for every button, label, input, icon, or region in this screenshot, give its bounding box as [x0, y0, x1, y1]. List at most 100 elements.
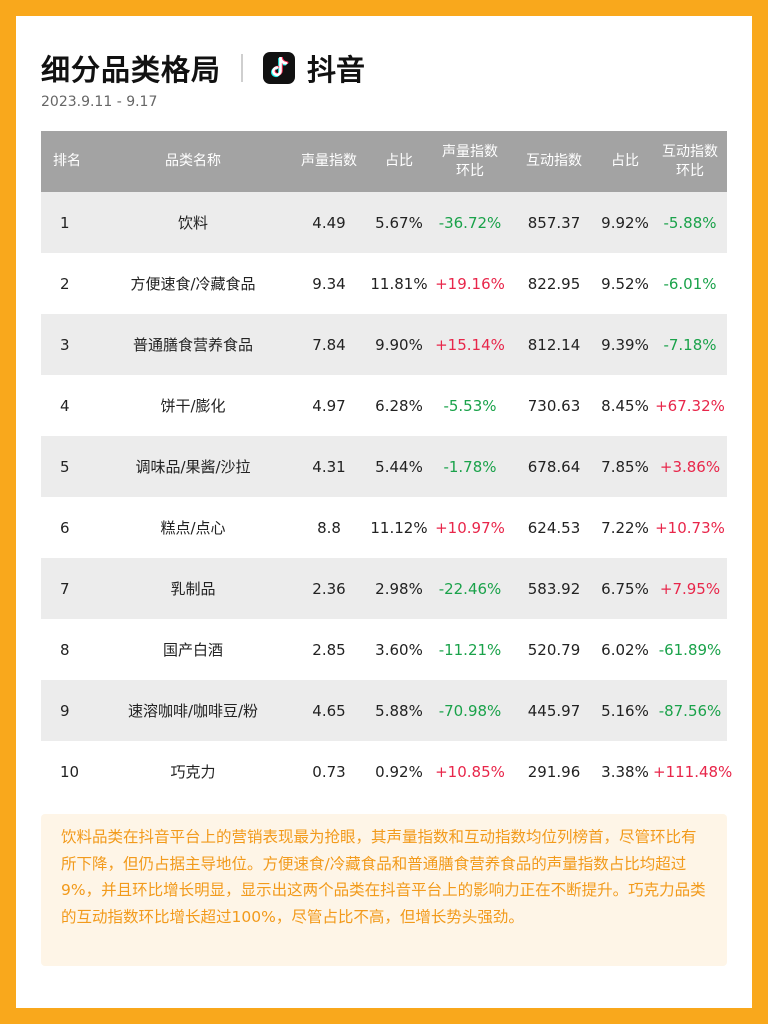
voice-share-cell: 3.60% [369, 619, 429, 680]
interact-change-cell: +10.73% [653, 497, 727, 558]
interact-index-cell: 624.53 [511, 497, 597, 558]
interact-share-cell: 8.45% [597, 375, 653, 436]
category-cell: 饼干/膨化 [97, 375, 289, 436]
category-cell: 普通膳食营养食品 [97, 314, 289, 375]
category-cell: 乳制品 [97, 558, 289, 619]
table-row: 4 饼干/膨化 4.97 6.28% -5.53% 730.63 8.45% +67.32% [41, 375, 727, 436]
interact-share-cell: 3.38% [597, 741, 653, 802]
table-row: 9 速溶咖啡/咖啡豆/粉 4.65 5.88% -70.98% 445.97 5.16% -8… [41, 680, 727, 741]
interact-share-cell: 6.02% [597, 619, 653, 680]
voice-share-cell: 5.67% [369, 192, 429, 253]
interact-index-cell: 291.96 [511, 741, 597, 802]
category-cell: 糕点/点心 [97, 497, 289, 558]
interact-share-cell: 6.75% [597, 558, 653, 619]
interact-index-cell: 812.14 [511, 314, 597, 375]
col-header-voice-change-line2: 环比 [456, 162, 484, 179]
interact-change-cell: -5.88% [653, 192, 727, 253]
voice-change-cell: -36.72% [429, 192, 511, 253]
voice-change-cell: -70.98% [429, 680, 511, 741]
interact-share-cell: 9.92% [597, 192, 653, 253]
interact-index-cell: 520.79 [511, 619, 597, 680]
interact-change-cell: -87.56% [653, 680, 727, 741]
rank-cell: 1 [41, 192, 97, 253]
table-header-row: 排名 品类名称 声量指数 占比 声量指数 环比 互动指数 占比 互动指数 环比 [41, 131, 727, 192]
report-header: 细分品类格局 抖音 [41, 48, 365, 88]
col-header-voice-index: 声量指数 [289, 131, 369, 192]
col-header-interact-index: 互动指数 [511, 131, 597, 192]
col-header-interact-share: 占比 [597, 131, 653, 192]
interact-share-cell: 9.39% [597, 314, 653, 375]
date-range: 2023.9.11 - 9.17 [41, 94, 158, 110]
interact-change-cell: +7.95% [653, 558, 727, 619]
col-header-category: 品类名称 [97, 131, 289, 192]
interact-change-cell: -7.18% [653, 314, 727, 375]
col-header-voice-share: 占比 [369, 131, 429, 192]
col-header-voice-change: 声量指数 环比 [429, 131, 511, 192]
voice-index-cell: 4.97 [289, 375, 369, 436]
interact-index-cell: 857.37 [511, 192, 597, 253]
rank-cell: 7 [41, 558, 97, 619]
col-header-rank: 排名 [41, 131, 97, 192]
rank-cell: 5 [41, 436, 97, 497]
voice-share-cell: 9.90% [369, 314, 429, 375]
category-cell: 国产白酒 [97, 619, 289, 680]
voice-change-cell: -11.21% [429, 619, 511, 680]
voice-index-cell: 8.8 [289, 497, 369, 558]
voice-share-cell: 0.92% [369, 741, 429, 802]
voice-share-cell: 11.12% [369, 497, 429, 558]
voice-share-cell: 6.28% [369, 375, 429, 436]
title-divider [241, 54, 244, 82]
interact-index-cell: 678.64 [511, 436, 597, 497]
interact-change-cell: +111.48% [653, 741, 732, 802]
category-cell: 速溶咖啡/咖啡豆/粉 [97, 680, 289, 741]
rank-cell: 10 [41, 741, 97, 802]
interact-index-cell: 822.95 [511, 253, 597, 314]
category-ranking-table: 排名 品类名称 声量指数 占比 声量指数 环比 互动指数 占比 互动指数 环比 … [41, 131, 732, 802]
platform-name: 抖音 [307, 53, 366, 87]
page-title: 细分品类格局 [41, 53, 222, 87]
table-row: 1 饮料 4.49 5.67% -36.72% 857.37 9.92% -5.88% [41, 192, 727, 253]
interact-index-cell: 583.92 [511, 558, 597, 619]
rank-cell: 3 [41, 314, 97, 375]
voice-change-cell: +19.16% [429, 253, 511, 314]
interact-change-cell: -61.89% [653, 619, 727, 680]
voice-index-cell: 4.49 [289, 192, 369, 253]
voice-share-cell: 11.81% [369, 253, 429, 314]
interact-change-cell: +67.32% [653, 375, 727, 436]
voice-index-cell: 7.84 [289, 314, 369, 375]
voice-change-cell: -1.78% [429, 436, 511, 497]
category-cell: 调味品/果酱/沙拉 [97, 436, 289, 497]
rank-cell: 8 [41, 619, 97, 680]
interact-change-cell: -6.01% [653, 253, 727, 314]
table-row: 3 普通膳食营养食品 7.84 9.90% +15.14% 812.14 9.39% -7.1… [41, 314, 727, 375]
category-cell: 巧克力 [97, 741, 289, 802]
rank-cell: 9 [41, 680, 97, 741]
voice-share-cell: 5.88% [369, 680, 429, 741]
voice-change-cell: +10.85% [429, 741, 511, 802]
interact-index-cell: 730.63 [511, 375, 597, 436]
col-header-interact-change-line2: 环比 [676, 162, 704, 179]
voice-index-cell: 4.31 [289, 436, 369, 497]
table-row: 8 国产白酒 2.85 3.60% -11.21% 520.79 6.02% -61.89% [41, 619, 727, 680]
table-row: 7 乳制品 2.36 2.98% -22.46% 583.92 6.75% +7.95% [41, 558, 727, 619]
voice-index-cell: 0.73 [289, 741, 369, 802]
voice-index-cell: 9.34 [289, 253, 369, 314]
voice-share-cell: 2.98% [369, 558, 429, 619]
rank-cell: 6 [41, 497, 97, 558]
voice-change-cell: -5.53% [429, 375, 511, 436]
report-card: 细分品类格局 抖音 2023.9.11 - 9.17 排名 品类名称 声量指数 [16, 16, 752, 1008]
interact-share-cell: 9.52% [597, 253, 653, 314]
table-row: 5 调味品/果酱/沙拉 4.31 5.44% -1.78% 678.64 7.85% +3.8… [41, 436, 727, 497]
voice-index-cell: 2.36 [289, 558, 369, 619]
voice-index-cell: 4.65 [289, 680, 369, 741]
interact-share-cell: 7.22% [597, 497, 653, 558]
voice-index-cell: 2.85 [289, 619, 369, 680]
rank-cell: 2 [41, 253, 97, 314]
col-header-interact-change: 互动指数 环比 [653, 131, 727, 192]
col-header-interact-change-line1: 互动指数 [662, 143, 718, 160]
table-row: 6 糕点/点心 8.8 11.12% +10.97% 624.53 7.22% +10.73% [41, 497, 727, 558]
table-row: 10 巧克力 0.73 0.92% +10.85% 291.96 3.38% +111.48% [41, 741, 732, 802]
tiktok-logo-icon [263, 52, 296, 84]
voice-change-cell: -22.46% [429, 558, 511, 619]
col-header-voice-change-line1: 声量指数 [442, 143, 498, 160]
